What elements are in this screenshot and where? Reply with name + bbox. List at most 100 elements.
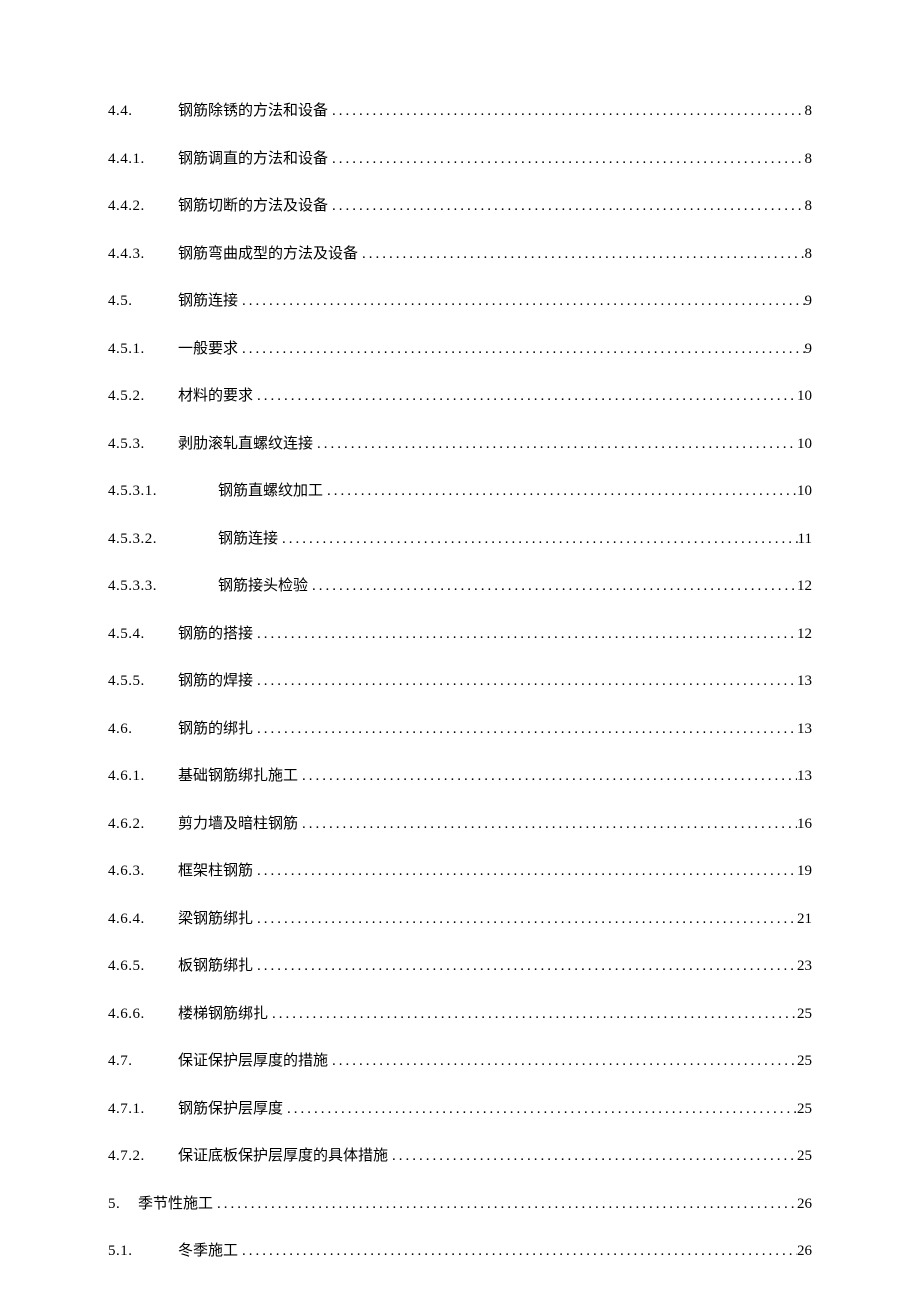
toc-entry-title: 季节性施工 (138, 1193, 213, 1216)
toc-entry: 4.5.3.1.钢筋直螺纹加工.........................… (108, 480, 812, 503)
toc-dot-leader: ........................................… (298, 765, 797, 788)
toc-entry-number: 4.4. (108, 100, 178, 123)
toc-dot-leader: ........................................… (328, 195, 804, 218)
toc-entry: 4.4.1.钢筋调直的方法和设备........................… (108, 148, 812, 171)
toc-entry: 4.6.2.剪力墙及暗柱钢筋..........................… (108, 813, 812, 836)
toc-dot-leader: ........................................… (328, 100, 804, 123)
toc-entry: 4.4.钢筋除锈的方法和设备..........................… (108, 100, 812, 123)
toc-entry-title: 钢筋接头检验 (218, 575, 308, 598)
toc-entry-number: 4.5.4. (108, 623, 178, 646)
toc-entry-page: 11 (798, 528, 812, 551)
toc-entry: 4.7.保证保护层厚度的措施..........................… (108, 1050, 812, 1073)
toc-entry-number: 4.7. (108, 1050, 178, 1073)
toc-entry-title: 保证保护层厚度的措施 (178, 1050, 328, 1073)
toc-entry: 4.5.4.钢筋的搭接.............................… (108, 623, 812, 646)
toc-entry: 4.7.1.钢筋保护层厚度...........................… (108, 1098, 812, 1121)
toc-dot-leader: ........................................… (328, 148, 804, 171)
toc-entry: 5.1.冬季施工................................… (108, 1240, 812, 1263)
toc-entry-title: 一般要求 (178, 338, 238, 361)
toc-entry: 4.6.3.框架柱钢筋.............................… (108, 860, 812, 883)
toc-entry-title: 板钢筋绑扎 (178, 955, 253, 978)
toc-entry-page: 8 (805, 195, 813, 218)
toc-entry-title: 冬季施工 (178, 1240, 238, 1263)
toc-entry: 4.5.2.材料的要求.............................… (108, 385, 812, 408)
toc-dot-leader: ........................................… (268, 1003, 797, 1026)
toc-entry-page: 10 (797, 385, 812, 408)
toc-entry-page: 21 (797, 908, 812, 931)
toc-entry: 4.5.3.3.钢筋接头检验..........................… (108, 575, 812, 598)
toc-entry: 4.4.2.钢筋切断的方法及设备........................… (108, 195, 812, 218)
toc-entry-page: 12 (797, 575, 812, 598)
toc-entry-page: 26 (797, 1193, 812, 1216)
toc-entry: 4.6.4.梁钢筋绑扎.............................… (108, 908, 812, 931)
toc-dot-leader: ........................................… (308, 575, 797, 598)
toc-entry-title: 梁钢筋绑扎 (178, 908, 253, 931)
toc-entry-title: 基础钢筋绑扎施工 (178, 765, 298, 788)
toc-entry: 4.6.5.板钢筋绑扎.............................… (108, 955, 812, 978)
toc-entry-title: 钢筋调直的方法和设备 (178, 148, 328, 171)
toc-entry-page: 10 (797, 433, 812, 456)
toc-dot-leader: ........................................… (283, 1098, 797, 1121)
toc-entry: 4.5.5.钢筋的焊接.............................… (108, 670, 812, 693)
toc-entry-page: 8 (805, 243, 813, 266)
toc-dot-leader: ........................................… (253, 718, 797, 741)
toc-entry-number: 4.6.2. (108, 813, 178, 836)
toc-entry-page: 13 (797, 718, 812, 741)
toc-entry-page: 12 (797, 623, 812, 646)
toc-dot-leader: ........................................… (313, 433, 797, 456)
toc-dot-leader: ........................................… (253, 860, 797, 883)
toc-entry-title: 楼梯钢筋绑扎 (178, 1003, 268, 1026)
toc-entry-page: 25 (797, 1098, 812, 1121)
toc-entry: 4.5.3.2.钢筋连接............................… (108, 528, 812, 551)
toc-dot-leader: ........................................… (253, 623, 797, 646)
toc-dot-leader: ........................................… (388, 1145, 797, 1168)
toc-entry-page: 25 (797, 1050, 812, 1073)
toc-entry-title: 剪力墙及暗柱钢筋 (178, 813, 298, 836)
toc-entry: 5.季节性施工.................................… (108, 1193, 812, 1216)
toc-entry-page: 8 (805, 100, 813, 123)
toc-entry-page: 19 (797, 860, 812, 883)
toc-entry: 4.5.1.一般要求..............................… (108, 338, 812, 361)
toc-entry-title: 钢筋连接 (218, 528, 278, 551)
toc-dot-leader: ........................................… (253, 385, 797, 408)
toc-entry: 4.4.3.钢筋弯曲成型的方法及设备......................… (108, 243, 812, 266)
toc-entry-page: 23 (797, 955, 812, 978)
table-of-contents: 4.4.钢筋除锈的方法和设备..........................… (108, 100, 812, 1263)
toc-dot-leader: ........................................… (238, 1240, 797, 1263)
toc-entry-title: 钢筋保护层厚度 (178, 1098, 283, 1121)
toc-entry-page: 16 (797, 813, 812, 836)
toc-entry-number: 5. (108, 1193, 138, 1216)
toc-entry-title: 钢筋除锈的方法和设备 (178, 100, 328, 123)
toc-entry: 4.7.2.保证底板保护层厚度的具体措施....................… (108, 1145, 812, 1168)
toc-dot-leader: ........................................… (358, 243, 804, 266)
toc-dot-leader: ........................................… (238, 290, 804, 313)
toc-entry-page: 9 (805, 290, 813, 313)
toc-entry-title: 钢筋连接 (178, 290, 238, 313)
toc-entry-number: 4.5.3.3. (108, 575, 218, 598)
toc-entry-number: 4.5.3.1. (108, 480, 218, 503)
toc-entry-number: 4.5.1. (108, 338, 178, 361)
toc-entry-page: 13 (797, 765, 812, 788)
toc-dot-leader: ........................................… (328, 1050, 797, 1073)
toc-entry-title: 框架柱钢筋 (178, 860, 253, 883)
toc-entry-number: 4.7.1. (108, 1098, 178, 1121)
toc-entry-number: 5.1. (108, 1240, 178, 1263)
toc-entry-title: 钢筋的绑扎 (178, 718, 253, 741)
toc-entry: 4.5.3.剥肋滚轧直螺纹连接.........................… (108, 433, 812, 456)
toc-entry-page: 25 (797, 1003, 812, 1026)
toc-entry-title: 材料的要求 (178, 385, 253, 408)
toc-entry-number: 4.5.3. (108, 433, 178, 456)
toc-entry-number: 4.6.5. (108, 955, 178, 978)
toc-entry-number: 4.6.4. (108, 908, 178, 931)
toc-entry-title: 钢筋弯曲成型的方法及设备 (178, 243, 358, 266)
toc-dot-leader: ........................................… (323, 480, 797, 503)
toc-entry-title: 保证底板保护层厚度的具体措施 (178, 1145, 388, 1168)
toc-entry-title: 钢筋的焊接 (178, 670, 253, 693)
toc-dot-leader: ........................................… (238, 338, 804, 361)
toc-entry-number: 4.7.2. (108, 1145, 178, 1168)
toc-dot-leader: ........................................… (253, 908, 797, 931)
toc-entry: 4.6.6.楼梯钢筋绑扎............................… (108, 1003, 812, 1026)
toc-entry-page: 13 (797, 670, 812, 693)
toc-entry-number: 4.5.3.2. (108, 528, 218, 551)
toc-entry: 4.5.钢筋连接................................… (108, 290, 812, 313)
